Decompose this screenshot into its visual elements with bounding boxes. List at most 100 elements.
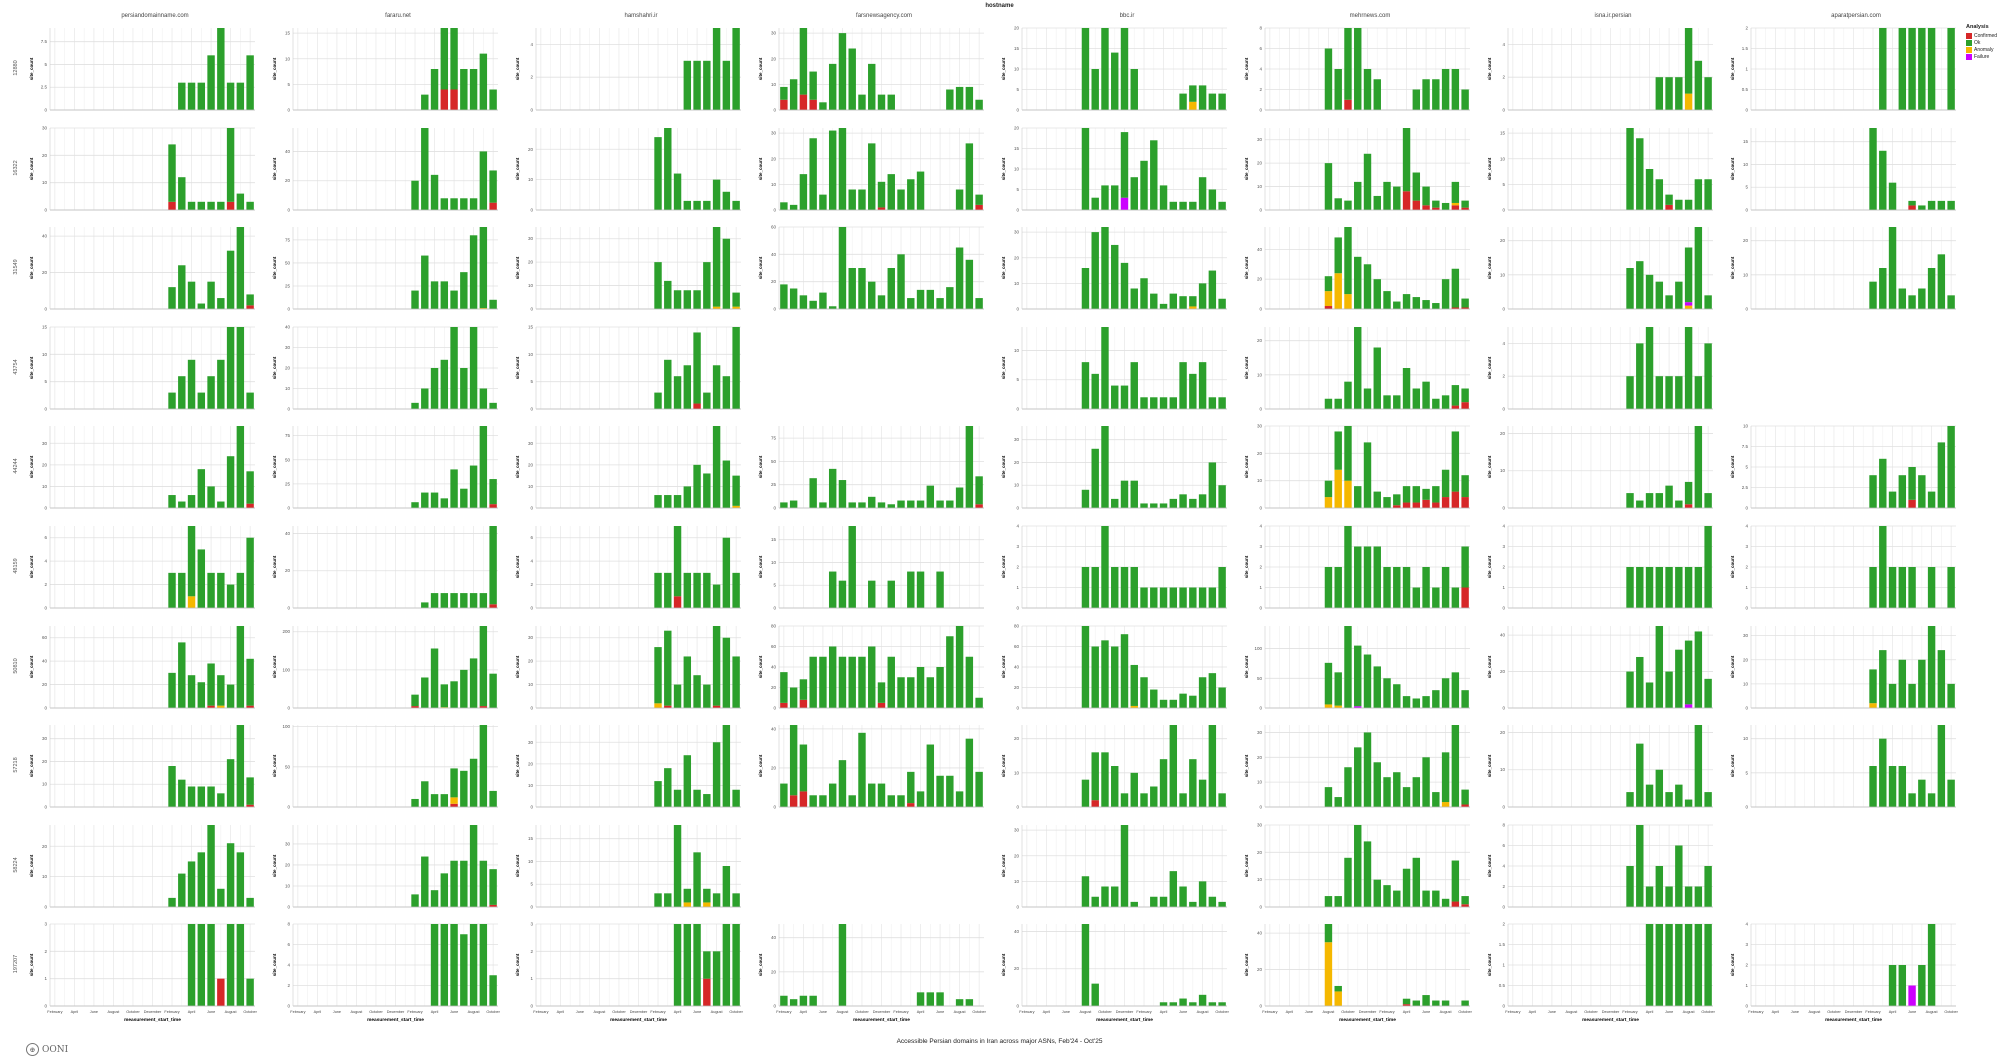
bar-ok: [430, 593, 439, 608]
y-tick-label: 0: [1502, 904, 1505, 909]
bar-confirmed: [1908, 205, 1916, 210]
y-axis-title: site_count: [29, 157, 34, 180]
bar-ok: [1198, 176, 1207, 210]
y-tick-label: 10: [1500, 156, 1506, 161]
bar-ok: [1140, 587, 1148, 608]
bar-ok: [1626, 493, 1634, 509]
y-tick-label: 20: [771, 56, 777, 61]
row-label: 50810: [13, 657, 19, 674]
bar-ok: [673, 824, 682, 907]
bar-confirmed: [246, 305, 254, 310]
bar-ok: [226, 924, 235, 1007]
bar-ok: [1918, 659, 1926, 708]
bar-ok: [450, 469, 458, 509]
bar-ok: [168, 766, 176, 808]
bar-ok: [1412, 857, 1421, 907]
bar-ok: [1101, 227, 1109, 310]
y-axis-title: site_count: [515, 157, 520, 180]
bar-ok: [178, 873, 186, 907]
bar-ok: [965, 259, 974, 310]
bar-ok: [926, 992, 935, 1007]
bar-ok: [1198, 494, 1207, 509]
bar-ok: [654, 893, 662, 907]
bar-ok: [1432, 303, 1440, 310]
y-tick-label: 30: [1257, 137, 1263, 142]
bar-ok: [838, 33, 847, 110]
y-tick-label: 20: [1257, 967, 1263, 972]
bar-ok: [1373, 665, 1381, 708]
bar-ok: [421, 492, 429, 509]
bar-ok: [1704, 295, 1712, 310]
bar-anomaly: [732, 506, 740, 509]
bar-ok: [1130, 773, 1138, 808]
y-tick-label: 0: [773, 705, 776, 710]
bar-ok: [1684, 567, 1693, 608]
bar-ok: [975, 476, 983, 505]
y-tick-label: 10: [1500, 767, 1506, 772]
bar-ok: [469, 235, 478, 310]
y-tick-label: 40: [1500, 632, 1506, 637]
y-tick-label: 4: [1502, 524, 1505, 529]
bar-ok: [722, 924, 731, 1007]
y-tick-label: 2: [1502, 75, 1505, 80]
bar-ok: [1645, 275, 1654, 310]
y-tick-label: 3: [1259, 544, 1262, 549]
bar-ok: [907, 298, 915, 310]
facet-panel: 0 2 4 6 site_count: [506, 522, 743, 634]
y-tick-label: 0: [287, 904, 290, 909]
y-tick-label: 2: [1502, 922, 1505, 927]
bar-ok: [1159, 184, 1168, 210]
bar-ok: [1208, 93, 1217, 110]
y-axis-title: site_count: [1487, 356, 1492, 379]
bar-ok: [732, 292, 740, 307]
x-tick-label: February: [650, 1010, 665, 1014]
bar-ok: [1091, 449, 1099, 509]
bar-ok: [1879, 28, 1887, 110]
bar-ok: [1869, 669, 1877, 703]
y-tick-label: 20: [528, 762, 534, 767]
bar-ok: [693, 572, 701, 608]
facet-panel: 0 2 4 6 site_count: [20, 522, 257, 634]
bar-ok: [664, 127, 672, 210]
bar-ok: [1869, 475, 1877, 509]
bar-ok: [683, 60, 692, 110]
y-tick-label: 0: [773, 307, 776, 312]
facet-panel: 0 10 20 30 site_count: [20, 124, 257, 236]
bar-ok: [1451, 587, 1460, 608]
x-tick-label: February: [776, 1010, 791, 1014]
bar-ok: [1334, 671, 1342, 706]
y-tick-label: 2: [287, 983, 290, 988]
bar-ok: [828, 469, 837, 509]
bar-ok: [1441, 395, 1450, 409]
bar-ok: [1120, 793, 1129, 808]
bar-ok: [673, 684, 682, 708]
bar-ok: [178, 176, 186, 210]
bar-ok: [780, 284, 788, 310]
bar-confirmed: [809, 99, 817, 110]
bar-ok: [916, 171, 925, 210]
y-tick-label: 1.5: [1742, 46, 1749, 51]
bar-ok: [440, 359, 449, 409]
bar-ok: [1208, 896, 1217, 907]
bar-ok: [712, 179, 721, 210]
facet-panel: 0 10 20 30 site_count: [992, 223, 1229, 335]
y-tick-label: 5: [1745, 771, 1748, 776]
bar-ok: [1645, 682, 1654, 708]
y-tick-label: 10: [1743, 273, 1749, 278]
bar-ok: [1888, 965, 1897, 1007]
bar-ok: [1169, 699, 1178, 708]
bar-confirmed: [664, 705, 672, 708]
y-tick-label: 20: [285, 365, 291, 370]
bar-ok: [868, 142, 876, 210]
legend-item: Failure: [1966, 53, 1997, 60]
bar-ok: [1081, 876, 1090, 907]
bar-ok: [1120, 28, 1129, 110]
y-tick-label: 50: [285, 458, 291, 463]
